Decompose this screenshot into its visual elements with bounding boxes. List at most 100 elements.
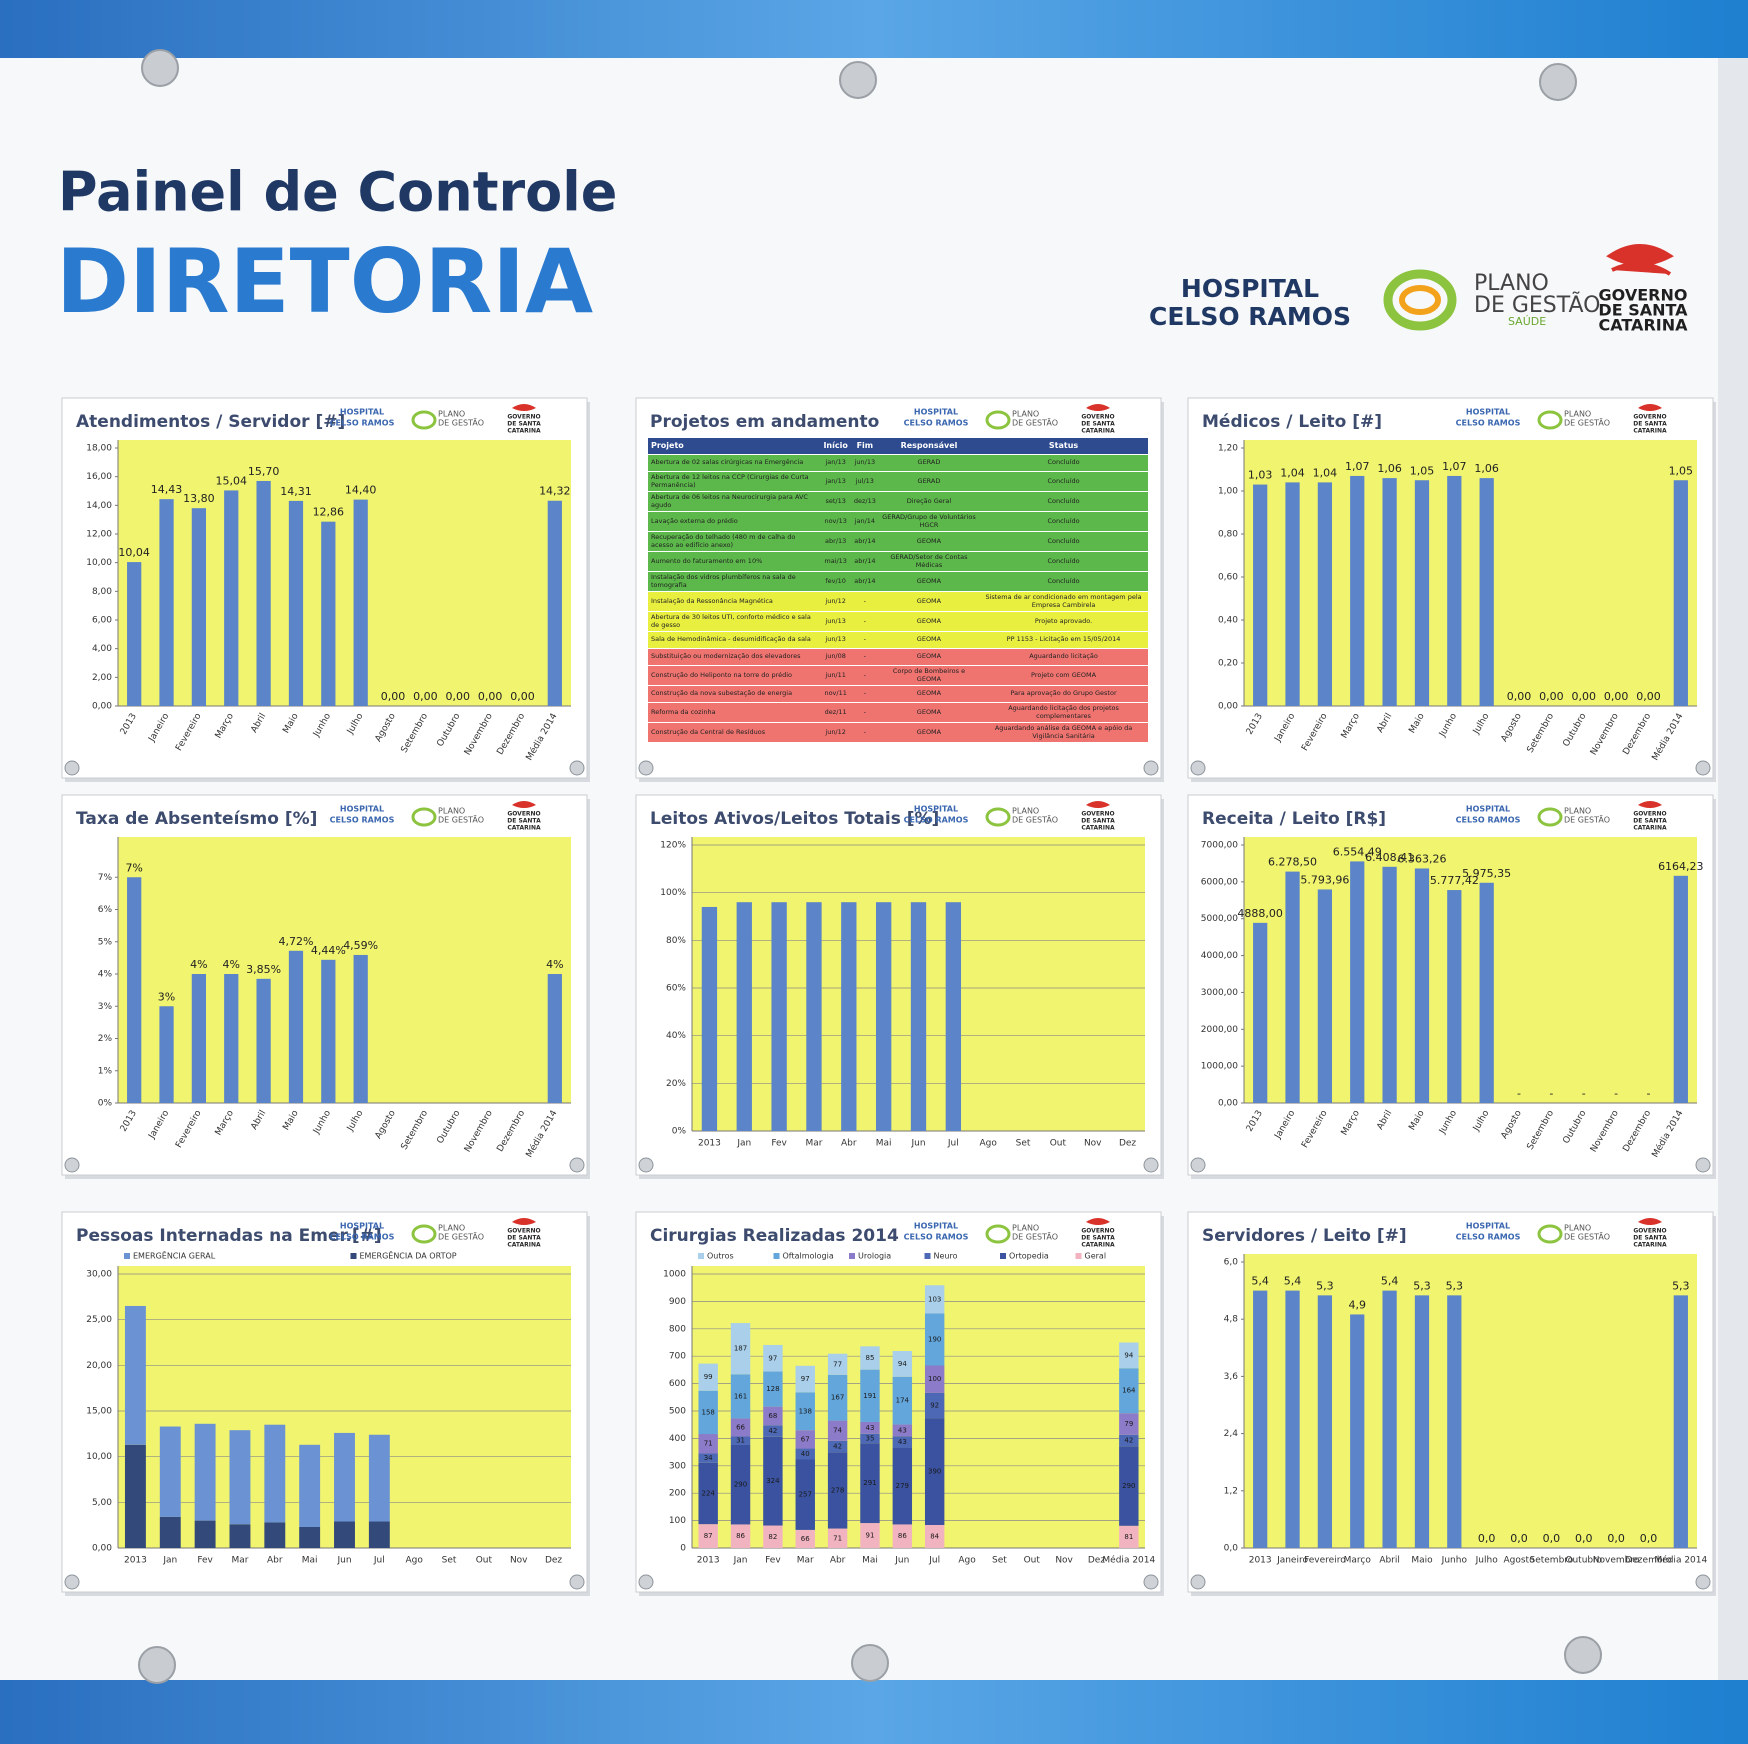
- table-cell: Projeto com GEOMA: [979, 665, 1148, 686]
- data-label: 5.777,42: [1430, 874, 1479, 887]
- chart-title: Taxa de Absenteísmo [%]: [76, 809, 317, 829]
- bar: [224, 974, 239, 1103]
- panel-logo-plano: DE GESTÃO: [438, 1232, 484, 1242]
- hospital-name: HOSPITAL: [1181, 274, 1319, 303]
- table-cell: GEOMA: [878, 571, 980, 592]
- legend-label: EMERGÊNCIA GERAL: [133, 1250, 216, 1261]
- top-band: [0, 0, 1748, 58]
- table-cell: Aguardando licitação: [979, 648, 1148, 666]
- data-label: -: [1517, 1087, 1521, 1100]
- data-label: 0,00: [446, 690, 471, 703]
- x-tick-label: Ago: [979, 1139, 997, 1149]
- bar-segment: [368, 1521, 390, 1548]
- y-tick-label: 25,00: [86, 1315, 112, 1325]
- data-label: 66: [801, 1535, 810, 1543]
- governo-logo-text: DE SANTA: [1598, 301, 1688, 320]
- y-tick-label: 2,4: [1224, 1429, 1239, 1439]
- data-label: 86: [898, 1532, 907, 1540]
- table-cell: nov/13: [820, 511, 851, 532]
- data-label: 190: [928, 1335, 941, 1343]
- chart-title: Pessoas Internadas na Emer.[#]: [76, 1226, 382, 1246]
- table-cell: set/13: [820, 491, 851, 512]
- bar-segment: [1119, 1368, 1139, 1414]
- y-tick-label: 0: [680, 1544, 686, 1554]
- bar: [1285, 482, 1300, 706]
- panel-logo-governo: CATARINA: [1081, 1242, 1115, 1249]
- bar: [1479, 882, 1494, 1103]
- x-tick-label: Fev: [771, 1139, 787, 1149]
- panel-logo-hospital: CELSO RAMOS: [904, 816, 969, 825]
- projects-panel: Projeto Início Fim Responsável Status Abertur…: [648, 438, 1148, 743]
- bar-segment: [892, 1376, 913, 1425]
- data-label: 31: [736, 1437, 745, 1445]
- bar-segment: [795, 1529, 815, 1548]
- data-label: 15,70: [248, 465, 280, 478]
- data-label: 5,3: [1413, 1279, 1431, 1292]
- panel-logo-hospital: HOSPITAL: [1466, 408, 1510, 417]
- table-cell: GERAD/Grupo de Voluntários HGCR: [878, 511, 980, 532]
- table-cell: abr/14: [850, 531, 879, 552]
- bar-segment: [698, 1363, 718, 1391]
- panel-logo-governo: GOVERNO: [1633, 811, 1666, 818]
- data-label: 81: [1124, 1533, 1133, 1541]
- table-cell: Instalação da Ressonância Magnética: [648, 591, 821, 612]
- table-cell: -: [850, 648, 879, 666]
- y-tick-label: 120%: [660, 841, 686, 851]
- bar: [945, 902, 962, 1131]
- table-cell: GEOMA: [878, 611, 980, 632]
- y-tick-label: 1,00: [1218, 487, 1238, 497]
- bar-segment: [194, 1520, 216, 1548]
- column-header: Status: [979, 438, 1148, 455]
- panel-logo-governo: GOVERNO: [507, 811, 540, 818]
- panel-pin: [569, 1157, 585, 1173]
- x-tick-label: Jan: [736, 1139, 751, 1149]
- standoff-pins: [138, 49, 1602, 1684]
- bar: [875, 902, 892, 1131]
- panel-logo-governo: CATARINA: [1081, 428, 1115, 435]
- table-cell: jun/13: [850, 454, 879, 472]
- table-cell: Construção da Central de Resíduos: [648, 722, 821, 743]
- table-cell: Corpo de Bombeiros e GEOMA: [878, 665, 980, 686]
- table-row: Substituição ou modernização dos elevado…: [648, 648, 1148, 666]
- table-cell: jan/14: [850, 511, 879, 532]
- bar: [736, 902, 752, 1131]
- table-cell: GEOMA: [878, 648, 980, 666]
- panel-pin: [1695, 1157, 1711, 1173]
- panel-logo-governo: GOVERNO: [1633, 1228, 1666, 1235]
- data-label: 15,04: [216, 474, 248, 487]
- x-tick-label: Abr: [830, 1556, 846, 1566]
- bar-segment: [795, 1430, 815, 1449]
- governo-logo-icon: [1606, 244, 1674, 276]
- panel-logo-governo: GOVERNO: [507, 414, 540, 421]
- bar: [1317, 1295, 1333, 1548]
- table-cell: Abertura de 06 leitos na Neurocirurgia p…: [648, 491, 821, 512]
- bar: [1479, 478, 1494, 706]
- bar: [1414, 480, 1430, 706]
- table-row: Construção da nova subestação de energia…: [648, 685, 1148, 703]
- bar: [1673, 875, 1688, 1103]
- panel-logo-hospital: HOSPITAL: [340, 408, 384, 417]
- y-tick-label: 10,00: [86, 1452, 112, 1462]
- bar: [191, 508, 207, 706]
- data-label: 0,00: [1604, 690, 1629, 703]
- panel-logo-governo: DE SANTA: [1081, 421, 1115, 428]
- table-cell: abr/14: [850, 571, 879, 592]
- data-label: 74: [833, 1427, 842, 1435]
- data-label: 42: [833, 1443, 842, 1451]
- bar-segment: [698, 1524, 718, 1548]
- y-tick-label: 0%: [672, 1127, 687, 1137]
- y-tick-label: 0,20: [1218, 659, 1238, 669]
- panel-logo-icon: [1537, 410, 1563, 430]
- data-label: 1,06: [1377, 462, 1402, 475]
- data-label: 3,85%: [246, 963, 281, 976]
- panel-logo-hospital: CELSO RAMOS: [1456, 816, 1521, 825]
- data-label: 35: [866, 1435, 875, 1443]
- table-cell: Construção da nova subestação de energia: [648, 685, 821, 703]
- panel-logo-plano: PLANO: [1564, 807, 1591, 816]
- data-label: 92: [930, 1402, 939, 1410]
- bar: [1253, 1290, 1268, 1548]
- data-label: 42: [768, 1427, 777, 1435]
- x-tick-label: Abril: [1379, 1556, 1400, 1566]
- plano-logo-sub: SAÚDE: [1508, 315, 1546, 328]
- bar-segment: [159, 1516, 181, 1548]
